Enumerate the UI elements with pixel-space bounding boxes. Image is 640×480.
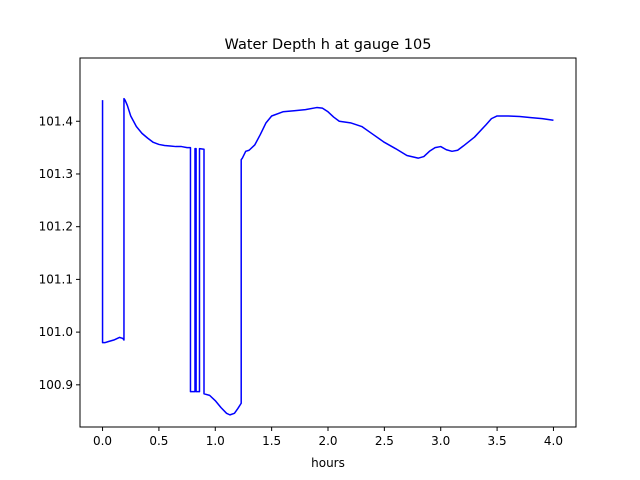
x-tick-label: 0.5 bbox=[149, 434, 168, 448]
x-tick-label: 2.0 bbox=[318, 434, 337, 448]
y-axis: 100.9 101.0 101.1 101.2 101.3 101.4 bbox=[39, 114, 80, 392]
chart-title: Water Depth h at gauge 105 bbox=[225, 37, 432, 53]
y-tick-label: 101.0 bbox=[39, 325, 73, 339]
y-tick-label: 101.2 bbox=[39, 220, 73, 234]
x-tick-label: 2.5 bbox=[375, 434, 394, 448]
x-tick-label: 1.5 bbox=[262, 434, 281, 448]
x-axis-label: hours bbox=[311, 456, 345, 470]
series-layer bbox=[101, 97, 554, 416]
x-tick-label: 3.5 bbox=[488, 434, 507, 448]
x-tick-label: 0.0 bbox=[93, 434, 112, 448]
x-tick-label: 3.0 bbox=[431, 434, 450, 448]
y-tick-label: 101.3 bbox=[39, 167, 73, 181]
x-tick-label: 4.0 bbox=[544, 434, 563, 448]
plot-area bbox=[79, 57, 577, 428]
y-tick-label: 100.9 bbox=[39, 378, 73, 392]
x-axis: 0.0 0.5 1.0 1.5 2.0 2.5 3.0 3.5 4.0 bbox=[93, 427, 563, 448]
x-tick-label: 1.0 bbox=[206, 434, 225, 448]
y-tick-label: 101.4 bbox=[39, 114, 73, 128]
plot-background bbox=[80, 58, 576, 427]
y-tick-label: 101.1 bbox=[39, 272, 73, 286]
series-line-1 bbox=[101, 97, 554, 416]
